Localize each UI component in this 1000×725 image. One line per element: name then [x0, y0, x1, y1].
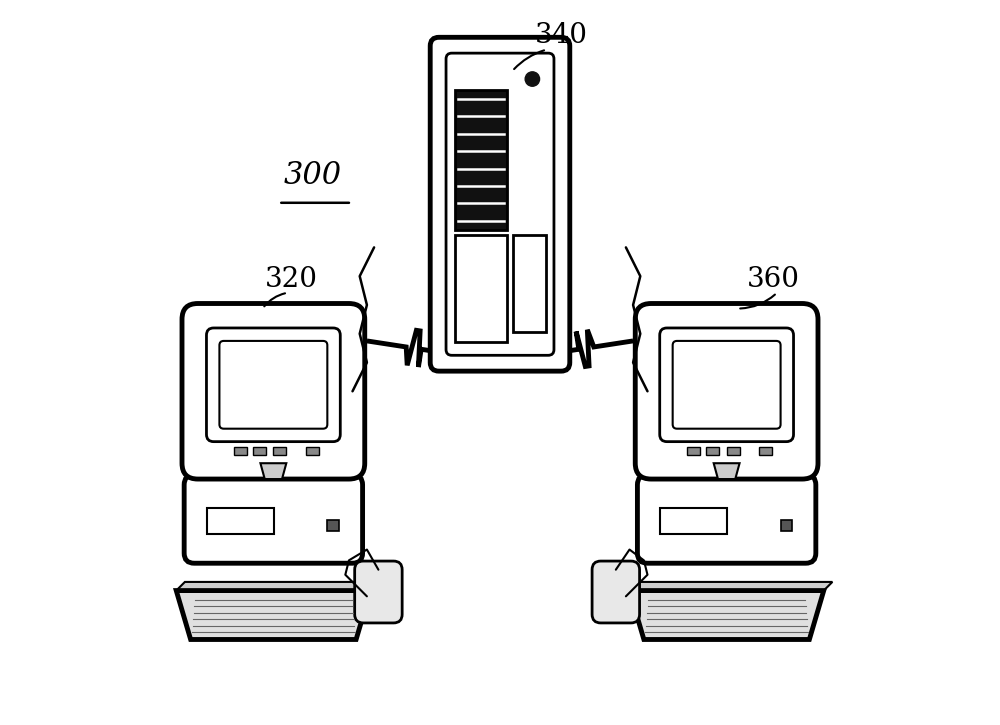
Polygon shape — [260, 463, 286, 479]
Text: 360: 360 — [747, 266, 800, 294]
Bar — [327, 520, 339, 531]
Bar — [706, 447, 719, 455]
FancyBboxPatch shape — [219, 341, 327, 428]
Bar — [781, 520, 792, 531]
FancyBboxPatch shape — [206, 328, 340, 442]
Text: 300: 300 — [284, 160, 342, 191]
FancyBboxPatch shape — [635, 304, 818, 479]
Bar — [253, 447, 266, 455]
Bar — [455, 235, 507, 342]
FancyBboxPatch shape — [592, 561, 640, 623]
Bar — [273, 447, 286, 455]
Bar — [306, 447, 319, 455]
FancyBboxPatch shape — [637, 475, 816, 563]
Bar — [513, 235, 546, 331]
Polygon shape — [630, 591, 824, 639]
Polygon shape — [630, 582, 832, 591]
Bar — [660, 508, 727, 534]
FancyBboxPatch shape — [184, 475, 363, 563]
Polygon shape — [714, 463, 740, 479]
Circle shape — [525, 72, 540, 86]
Bar — [727, 447, 740, 455]
Polygon shape — [176, 582, 379, 591]
FancyBboxPatch shape — [430, 37, 570, 371]
Bar — [687, 447, 700, 455]
Bar — [207, 508, 274, 534]
Bar — [234, 447, 247, 455]
FancyBboxPatch shape — [355, 561, 402, 623]
FancyBboxPatch shape — [673, 341, 781, 428]
Bar — [759, 447, 772, 455]
FancyBboxPatch shape — [182, 304, 365, 479]
Text: 320: 320 — [265, 266, 318, 294]
FancyBboxPatch shape — [446, 53, 554, 355]
Polygon shape — [176, 591, 370, 639]
Text: 340: 340 — [535, 22, 588, 49]
FancyBboxPatch shape — [660, 328, 794, 442]
Bar — [455, 90, 507, 230]
